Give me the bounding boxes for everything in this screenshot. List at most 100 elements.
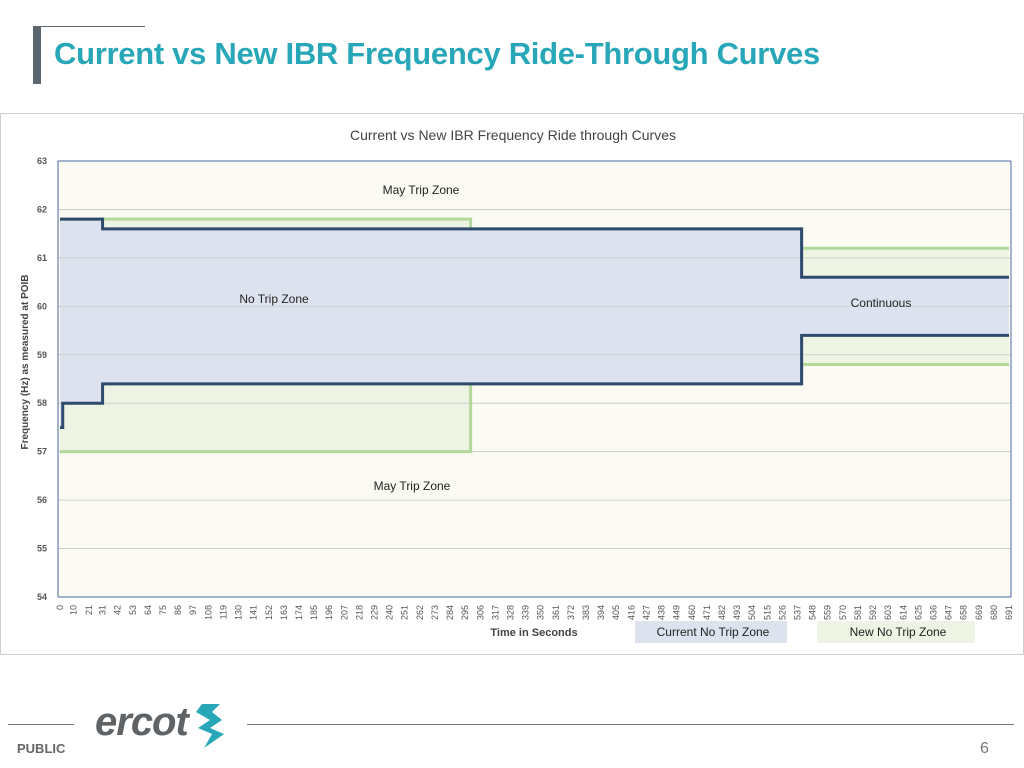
legend-new — [817, 621, 975, 643]
x-tick-label: 185 — [309, 605, 319, 620]
x-tick-label: 229 — [370, 605, 380, 620]
y-tick-label: 59 — [37, 350, 47, 360]
x-tick-label: 251 — [400, 605, 410, 620]
x-tick-label: 526 — [777, 605, 787, 620]
annotation-may-trip-bottom: May Trip Zone — [374, 479, 451, 493]
x-tick-label: 581 — [853, 605, 863, 620]
x-tick-label: 438 — [657, 605, 667, 620]
x-tick-label: 317 — [490, 605, 500, 620]
x-tick-label: 64 — [143, 605, 153, 615]
x-tick-label: 361 — [551, 605, 561, 620]
x-tick-label: 174 — [294, 605, 304, 620]
x-tick-label: 460 — [687, 605, 697, 620]
x-tick-label: 394 — [596, 605, 606, 620]
x-tick-label: 295 — [460, 605, 470, 620]
x-tick-label: 559 — [823, 605, 833, 620]
x-tick-label: 10 — [69, 605, 79, 615]
current-upper-line — [60, 217, 1009, 279]
y-tick-label: 63 — [37, 156, 47, 166]
current-zone-fill — [60, 219, 1009, 428]
y-axis-label: Frequency (Hz) as measured at POIB — [20, 274, 31, 449]
annotation-may-trip-top: May Trip Zone — [383, 183, 460, 197]
x-tick-label: 75 — [158, 605, 168, 615]
plot-layer: 54 55 56 57 58 59 60 61 62 63 0 10 21 31 42 53 64 75 86 97 1… — [37, 156, 1014, 620]
x-tick-label: 21 — [84, 605, 94, 615]
x-tick-label: 493 — [732, 605, 742, 620]
x-tick-label: 273 — [430, 605, 440, 620]
footer-rule-right — [247, 724, 1014, 725]
current-lower-line — [60, 333, 1009, 429]
x-tick-label: 625 — [913, 605, 923, 620]
x-tick-label: 427 — [641, 605, 651, 620]
slide-title: Current vs New IBR Frequency Ride-Throug… — [54, 36, 820, 71]
x-tick-label: 207 — [339, 605, 349, 620]
x-tick-label: 130 — [234, 605, 244, 620]
classification-label: PUBLIC — [17, 741, 66, 756]
x-tick-label: 284 — [445, 605, 455, 620]
x-tick-label: 328 — [505, 605, 515, 620]
legend-current — [635, 621, 787, 643]
x-tick-label: 350 — [536, 605, 546, 620]
annotation-continuous: Continuous — [851, 296, 912, 310]
x-tick-label: 570 — [838, 605, 848, 620]
x-tick-label: 691 — [1004, 605, 1014, 620]
x-tick-label: 471 — [702, 605, 712, 620]
x-tick-label: 196 — [324, 605, 334, 620]
x-tick-label: 141 — [249, 605, 259, 620]
x-tick-label: 42 — [113, 605, 123, 615]
y-tick-label: 54 — [37, 592, 47, 602]
x-tick-label: 152 — [264, 605, 274, 620]
x-tick-label: 0 — [55, 605, 65, 610]
x-tick-label: 53 — [128, 605, 138, 615]
x-tick-label: 108 — [203, 605, 213, 620]
x-tick-label: 449 — [672, 605, 682, 620]
y-tick-label: 60 — [37, 301, 47, 311]
x-tick-label: 592 — [868, 605, 878, 620]
x-tick-label: 372 — [566, 605, 576, 620]
x-tick-label: 504 — [747, 605, 757, 620]
y-tick-label: 58 — [37, 398, 47, 408]
x-tick-label: 262 — [415, 605, 425, 620]
x-tick-label: 680 — [989, 605, 999, 620]
ride-through-chart: Current vs New IBR Frequency Ride throug… — [20, 127, 1014, 643]
x-tick-label: 669 — [974, 605, 984, 620]
x-tick-label: 339 — [521, 605, 531, 620]
y-tick-label: 57 — [37, 447, 47, 457]
x-tick-label: 163 — [279, 605, 289, 620]
ercot-logo: ercot — [95, 700, 189, 744]
x-tick-label: 482 — [717, 605, 727, 620]
x-tick-label: 119 — [218, 605, 228, 619]
legend-new-label: New No Trip Zone — [850, 625, 947, 639]
x-tick-label: 658 — [959, 605, 969, 620]
x-tick-label: 614 — [898, 605, 908, 620]
annotation-no-trip: No Trip Zone — [239, 292, 309, 306]
chart-title: Current vs New IBR Frequency Ride throug… — [350, 127, 676, 143]
x-tick-label: 240 — [385, 605, 395, 620]
y-tick-label: 62 — [37, 204, 47, 214]
x-tick-label: 383 — [581, 605, 591, 620]
x-tick-label: 86 — [173, 605, 183, 615]
x-tick-label: 97 — [188, 605, 198, 615]
x-tick-label: 306 — [475, 605, 485, 620]
x-tick-label: 636 — [928, 605, 938, 620]
chart-frame: Current vs New IBR Frequency Ride throug… — [0, 113, 1024, 655]
ercot-logo-mark-icon — [196, 704, 224, 748]
x-tick-label: 603 — [883, 605, 893, 620]
footer-rule-left — [8, 724, 74, 725]
legend-current-label: Current No Trip Zone — [657, 625, 770, 639]
x-tick-label: 537 — [793, 605, 803, 620]
x-tick-label: 218 — [354, 605, 364, 620]
x-tick-label: 647 — [944, 605, 954, 620]
x-tick-label: 31 — [98, 605, 108, 615]
x-tick-label: 405 — [611, 605, 621, 620]
x-axis-label: Time in Seconds — [490, 627, 577, 639]
y-tick-label: 55 — [37, 544, 47, 554]
page-number: 6 — [980, 740, 989, 757]
x-tick-label: 416 — [626, 605, 636, 620]
x-tick-label: 548 — [808, 605, 818, 620]
title-accent-bar — [33, 26, 41, 84]
x-tick-label: 515 — [762, 605, 772, 620]
title-rule — [41, 26, 145, 27]
y-tick-label: 61 — [37, 253, 47, 263]
y-tick-label: 56 — [37, 495, 47, 505]
